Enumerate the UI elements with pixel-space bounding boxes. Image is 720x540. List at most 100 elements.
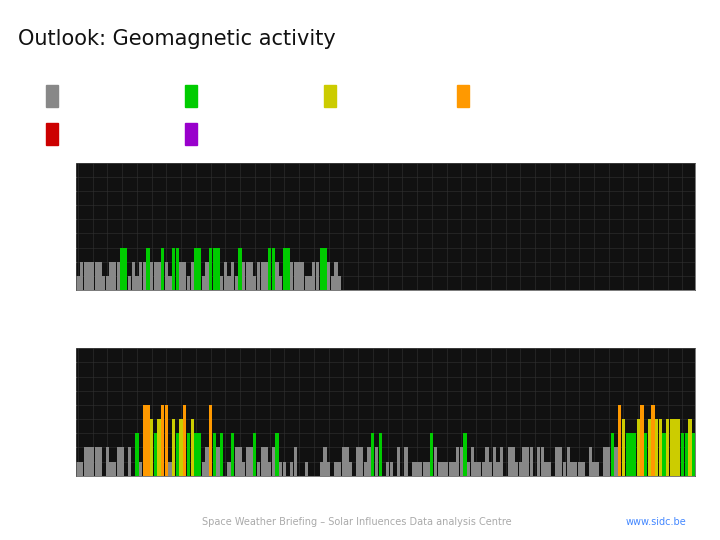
Bar <box>179 419 183 476</box>
Text: Apr 07: Apr 07 <box>491 494 516 503</box>
Text: www.sidc.be: www.sidc.be <box>626 517 686 528</box>
Bar <box>146 247 150 290</box>
Bar <box>139 262 143 290</box>
Bar <box>264 448 268 476</box>
Y-axis label: K-index (Dourbes): K-index (Dourbes) <box>55 378 64 446</box>
Bar <box>294 262 297 290</box>
Bar <box>367 448 371 476</box>
Bar <box>172 247 176 290</box>
Bar <box>570 462 574 476</box>
Bar <box>423 462 426 476</box>
Bar <box>323 448 327 476</box>
Bar <box>261 448 264 476</box>
Bar <box>268 247 271 290</box>
Bar <box>441 462 444 476</box>
Bar <box>150 262 153 290</box>
Bar <box>150 419 153 476</box>
Text: Apr 11: Apr 11 <box>608 494 634 503</box>
Bar <box>338 276 341 290</box>
Bar <box>109 262 113 290</box>
Bar <box>283 247 286 290</box>
Bar <box>224 262 227 290</box>
Bar <box>279 462 282 476</box>
Bar <box>271 448 275 476</box>
Bar <box>325 85 336 107</box>
Text: Apr 09: Apr 09 <box>550 494 575 503</box>
Bar <box>611 433 614 476</box>
Bar <box>250 262 253 290</box>
Bar <box>515 462 518 476</box>
Bar <box>445 462 448 476</box>
Bar <box>153 262 157 290</box>
Bar <box>485 448 489 476</box>
Bar <box>334 462 338 476</box>
Bar <box>670 419 673 476</box>
Bar <box>231 262 235 290</box>
Bar <box>94 262 98 290</box>
Bar <box>338 462 341 476</box>
Bar <box>238 247 242 290</box>
Bar <box>191 419 194 476</box>
Bar <box>87 262 91 290</box>
Bar <box>459 448 463 476</box>
Bar <box>264 262 268 290</box>
Bar <box>124 247 127 290</box>
Bar <box>497 462 500 476</box>
Bar <box>312 262 315 290</box>
Bar <box>636 419 640 476</box>
Text: Begin time: 2019-02-25 12:00:00 UTC and 2019-02-25 12:00:00 UTC: Begin time: 2019-02-25 12:00:00 UTC and … <box>256 504 516 513</box>
Bar <box>626 433 629 476</box>
Text: Apr 13: Apr 13 <box>667 494 693 503</box>
Bar <box>191 262 194 290</box>
Bar <box>301 262 305 290</box>
Bar <box>305 462 308 476</box>
Bar <box>666 419 670 476</box>
Bar <box>161 247 164 290</box>
Bar <box>334 262 338 290</box>
Bar <box>294 448 297 476</box>
Bar <box>120 448 124 476</box>
Bar <box>379 433 382 476</box>
Bar <box>548 462 552 476</box>
Bar <box>176 247 179 290</box>
Bar <box>364 462 367 476</box>
Bar <box>323 247 327 290</box>
Bar <box>91 262 94 290</box>
Bar <box>202 276 205 290</box>
Bar <box>622 419 625 476</box>
Bar <box>158 262 161 290</box>
Bar <box>257 262 260 290</box>
Bar <box>198 247 201 290</box>
Bar <box>205 448 209 476</box>
Bar <box>120 247 124 290</box>
Bar <box>261 262 264 290</box>
Bar <box>607 448 611 476</box>
Bar <box>228 276 230 290</box>
Bar <box>567 448 570 476</box>
Bar <box>106 448 109 476</box>
Bar <box>283 462 286 476</box>
Bar <box>209 247 212 290</box>
Bar <box>176 433 179 476</box>
Bar <box>46 85 58 107</box>
Bar <box>316 262 319 290</box>
Bar <box>153 433 157 476</box>
Bar <box>216 448 220 476</box>
Bar <box>415 462 419 476</box>
Bar <box>94 448 98 476</box>
Text: Unsettled: K = 3: Unsettled: K = 3 <box>202 92 271 101</box>
Bar <box>168 462 171 476</box>
Bar <box>275 262 279 290</box>
Bar <box>279 276 282 290</box>
Bar <box>128 448 131 476</box>
Bar <box>117 448 120 476</box>
Bar <box>290 462 293 476</box>
Bar <box>375 448 378 476</box>
Bar <box>185 85 197 107</box>
Bar <box>596 462 599 476</box>
Bar <box>146 405 150 476</box>
Bar <box>456 448 459 476</box>
Bar <box>614 448 618 476</box>
Bar <box>471 448 474 476</box>
Bar <box>287 247 289 290</box>
